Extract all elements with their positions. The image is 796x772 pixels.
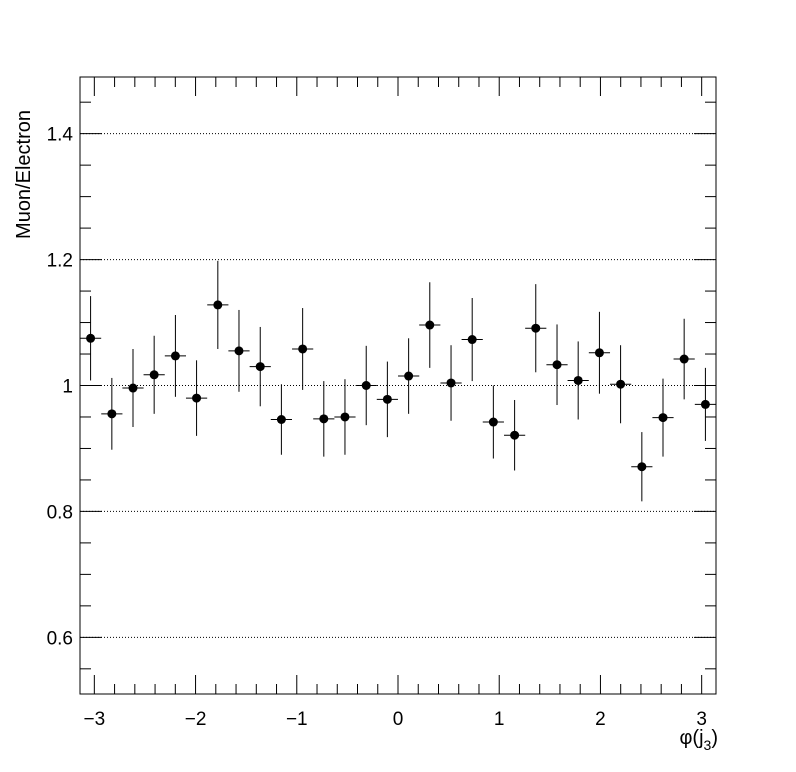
data-marker xyxy=(213,300,223,310)
data-marker xyxy=(298,344,308,354)
x-tick-label: −2 xyxy=(185,709,207,730)
data-point xyxy=(694,367,717,441)
x-tick-label: −3 xyxy=(83,709,105,730)
data-marker xyxy=(319,414,329,424)
data-marker xyxy=(361,381,371,390)
data-marker xyxy=(382,394,392,404)
x-tick-label: 0 xyxy=(393,709,404,730)
data-point xyxy=(419,282,441,368)
data-point xyxy=(313,381,335,457)
data-marker xyxy=(616,379,626,389)
data-point xyxy=(461,297,483,382)
data-point xyxy=(207,260,229,349)
data-marker xyxy=(276,414,286,424)
data-point xyxy=(185,360,208,436)
data-point xyxy=(249,326,271,407)
y-tick-label: 1.4 xyxy=(47,125,74,146)
data-point xyxy=(673,318,695,400)
data-point xyxy=(270,384,292,455)
data-marker xyxy=(149,370,159,380)
data-point xyxy=(122,348,144,428)
data-point xyxy=(567,341,589,420)
data-points xyxy=(79,260,717,502)
data-marker xyxy=(552,360,562,370)
data-point xyxy=(652,378,674,457)
y-axis-title: Muon/Electron xyxy=(13,110,35,239)
data-marker xyxy=(467,335,477,345)
data-marker xyxy=(425,320,435,330)
data-marker xyxy=(404,371,414,381)
data-marker xyxy=(488,417,498,427)
data-marker xyxy=(637,462,647,472)
data-point xyxy=(334,379,356,455)
x-tick-label: 1 xyxy=(494,709,505,730)
data-marker xyxy=(446,378,456,388)
data-point xyxy=(355,345,377,426)
data-marker xyxy=(234,346,244,356)
x-tick-label: −1 xyxy=(286,709,308,730)
data-point xyxy=(398,338,420,414)
data-marker xyxy=(86,333,96,343)
data-point xyxy=(292,308,314,390)
data-point xyxy=(376,361,398,438)
data-marker xyxy=(255,362,265,372)
data-point xyxy=(79,296,102,381)
y-tick-label: 1 xyxy=(62,377,73,398)
data-marker xyxy=(573,375,583,385)
x-tick-label: 3 xyxy=(696,709,707,730)
data-point xyxy=(504,399,526,471)
data-point xyxy=(440,345,462,421)
data-point xyxy=(228,309,250,392)
x-axis-title-close: ) xyxy=(711,727,718,749)
plot-frame xyxy=(79,76,717,695)
data-marker xyxy=(192,393,202,403)
y-tick-label: 0.6 xyxy=(47,628,73,649)
y-tick-label: 0.8 xyxy=(47,502,73,523)
y-tick-label: 1.2 xyxy=(47,251,73,272)
data-marker xyxy=(594,348,604,358)
data-point xyxy=(631,432,653,502)
data-point xyxy=(482,385,504,459)
data-marker xyxy=(128,383,138,393)
data-point xyxy=(609,345,632,424)
data-point xyxy=(164,314,187,397)
data-point xyxy=(525,284,547,373)
data-marker xyxy=(531,323,541,333)
x-axis-title: φ(j3) xyxy=(679,727,718,753)
data-point xyxy=(588,311,611,394)
data-marker xyxy=(679,354,689,364)
data-marker xyxy=(107,409,117,419)
data-point xyxy=(143,335,165,414)
data-marker xyxy=(510,430,520,440)
data-marker xyxy=(700,399,710,409)
data-marker xyxy=(340,412,350,422)
gridlines xyxy=(80,133,716,638)
x-axis-title-subscript: 3 xyxy=(704,737,712,753)
data-marker xyxy=(170,351,180,361)
data-marker xyxy=(658,413,668,423)
data-point xyxy=(101,377,123,450)
data-point xyxy=(546,324,568,406)
tick-labels: 0.6 0.8 1 1.2 1.4 −3 −2 −1 0 1 2 3 xyxy=(47,125,707,730)
x-tick-label: 2 xyxy=(595,709,606,730)
x-axis-title-base: φ(j xyxy=(679,727,703,749)
